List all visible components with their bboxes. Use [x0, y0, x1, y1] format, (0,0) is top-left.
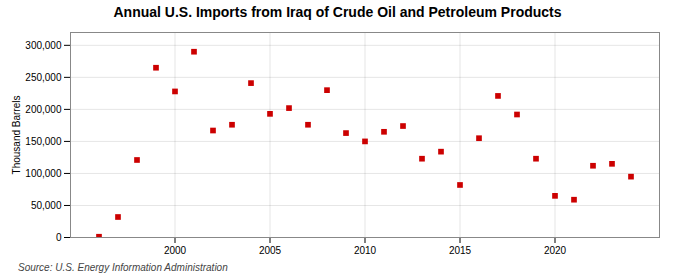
svg-text:2010: 2010: [354, 245, 377, 256]
svg-text:0: 0: [56, 232, 62, 243]
svg-text:2005: 2005: [259, 245, 282, 256]
svg-text:150,000: 150,000: [25, 136, 62, 147]
svg-text:2000: 2000: [164, 245, 187, 256]
svg-text:Thousand Barrels: Thousand Barrels: [11, 96, 22, 175]
html-text:Source: U.S. Energy Informatio: Source: U.S. Energy Information Administ…: [18, 262, 228, 273]
svg-text:50,000: 50,000: [31, 200, 62, 211]
svg-text:250,000: 250,000: [25, 72, 62, 83]
svg-text:300,000: 300,000: [25, 40, 62, 51]
html-text:Annual U.S. Imports from Iraq: Annual U.S. Imports from Iraq of Crude O…: [113, 4, 562, 20]
svg-text:200,000: 200,000: [25, 104, 62, 115]
svg-text:2015: 2015: [449, 245, 472, 256]
svg-text:2020: 2020: [544, 245, 567, 256]
svg-text:100,000: 100,000: [25, 168, 62, 179]
